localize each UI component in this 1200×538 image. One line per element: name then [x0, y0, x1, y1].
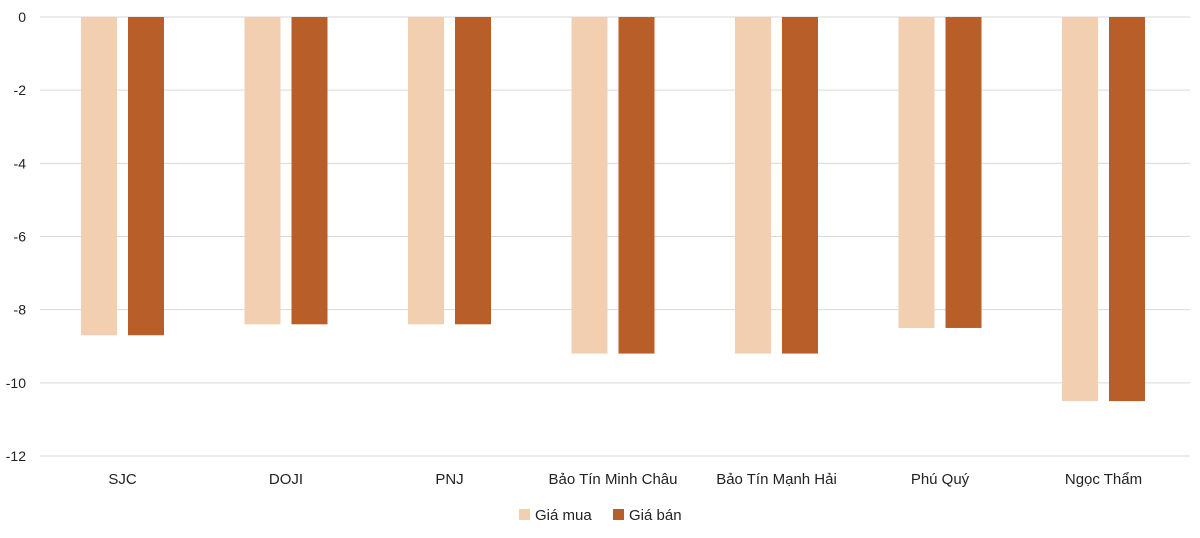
bar-gia-ban: [618, 17, 655, 354]
legend-label: Giá bán: [629, 507, 682, 524]
y-tick-label: -8: [14, 302, 27, 318]
legend-swatch: [613, 509, 624, 520]
y-tick-label: -6: [14, 229, 27, 245]
x-axis-category-labels: SJC DOJI PNJ Bảo Tín Minh Châu Bảo Tín Mạnh …: [108, 471, 1142, 488]
y-tick-label: 0: [18, 9, 26, 25]
bar-gia-ban: [455, 17, 491, 325]
bar-gia-mua: [1062, 17, 1098, 402]
y-tick-label: -10: [6, 375, 26, 391]
category-label: SJC: [108, 471, 137, 488]
category-label: PNJ: [435, 471, 463, 488]
bars: [81, 17, 1145, 402]
bar-gia-mua: [735, 17, 771, 354]
bar-gia-ban: [1109, 17, 1145, 402]
bar-gia-ban: [945, 17, 982, 328]
bar-gia-mua: [571, 17, 608, 354]
category-label: Bảo Tín Minh Châu: [549, 471, 678, 488]
bar-gia-mua: [244, 17, 281, 325]
y-tick-label: -4: [14, 155, 27, 171]
legend-swatch: [519, 509, 530, 520]
bar-gia-ban: [128, 17, 164, 336]
y-axis-tick-labels: 0 -2 -4 -6 -8 -10 -12: [6, 9, 26, 464]
bar-gia-ban: [782, 17, 818, 354]
bar-gia-mua: [408, 17, 444, 325]
gridlines: [40, 16, 1190, 457]
bar-gia-mua: [898, 17, 935, 328]
category-label: Bảo Tín Mạnh Hải: [716, 471, 837, 488]
category-label: DOJI: [269, 471, 303, 488]
bar-gia-mua: [81, 17, 117, 336]
legend-label: Giá mua: [535, 507, 592, 524]
y-tick-label: -2: [14, 82, 27, 98]
bar-gia-ban: [291, 17, 328, 325]
category-label: Phú Quý: [911, 471, 970, 488]
y-tick-label: -12: [6, 448, 26, 464]
legend: Giá mua Giá bán: [519, 507, 682, 524]
category-label: Ngọc Thẩm: [1065, 471, 1142, 488]
